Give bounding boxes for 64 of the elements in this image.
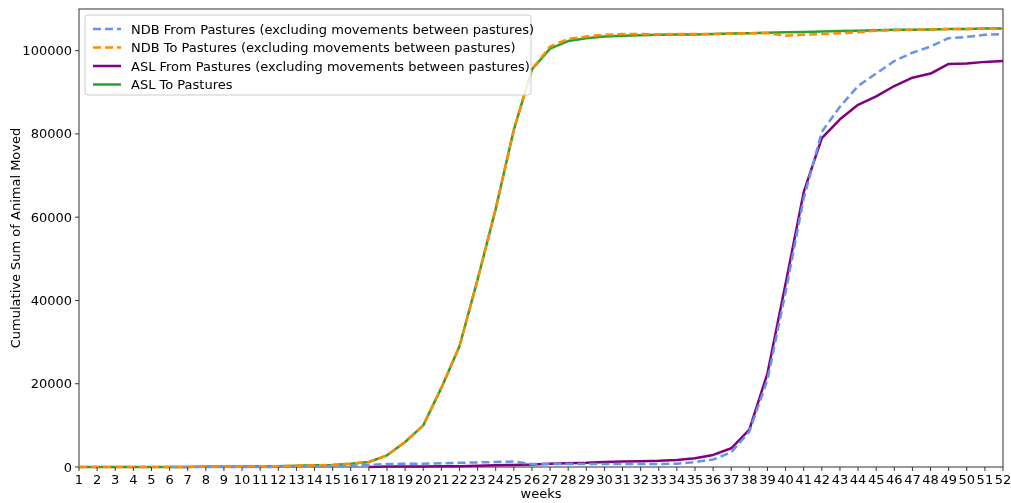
x-tick-label: 18: [378, 472, 396, 487]
legend-label: NDB From Pastures (excluding movements between pastures): [131, 21, 534, 37]
x-tick-label: 37: [722, 472, 740, 487]
x-tick-label: 24: [487, 472, 504, 487]
x-tick-label: 49: [940, 472, 957, 487]
x-tick-label: 19: [396, 472, 414, 487]
x-tick-label: 29: [578, 472, 595, 487]
x-tick-label: 36: [704, 472, 722, 487]
x-tick-label: 2: [92, 472, 102, 487]
y-tick-label: 100000: [22, 43, 72, 59]
x-tick-label: 43: [831, 472, 849, 487]
x-tick-label: 20: [414, 472, 432, 487]
x-tick-label: 10: [233, 472, 251, 487]
x-tick-label: 16: [342, 472, 360, 487]
x-tick-label: 44: [849, 472, 867, 487]
x-tick-label: 9: [219, 472, 229, 487]
x-tick-label: 6: [165, 472, 174, 487]
x-tick-label: 32: [632, 472, 649, 487]
x-tick-label: 11: [251, 472, 269, 487]
x-tick-label: 22: [451, 472, 468, 487]
legend-label: ASL To Pastures: [131, 77, 233, 93]
legend-label: NDB To Pastures (excluding movements between pastures): [131, 40, 516, 56]
x-tick-label: 40: [777, 472, 794, 487]
x-tick-label: 50: [958, 472, 976, 487]
x-tick-label: 33: [650, 472, 668, 487]
y-tick-label: 20000: [30, 376, 72, 392]
x-tick-label: 25: [505, 472, 523, 487]
x-tick-label: 28: [559, 472, 577, 487]
x-tick-label: 14: [306, 472, 323, 487]
x-tick-label: 34: [668, 472, 686, 487]
y-tick-label: 80000: [30, 126, 72, 142]
x-tick-label: 38: [741, 472, 758, 487]
legend-label: ASL From Pastures (excluding movements between pastures): [131, 58, 530, 74]
x-tick-label: 39: [759, 472, 776, 487]
x-tick-label: 5: [147, 472, 156, 487]
x-tick-label: 35: [686, 472, 704, 487]
y-tick-label: 0: [63, 459, 72, 475]
x-tick-label: 41: [795, 472, 812, 487]
x-tick-label: 12: [270, 472, 287, 487]
x-tick-label: 1: [74, 472, 84, 487]
x-tick-label: 21: [433, 472, 450, 487]
x-tick-label: 17: [360, 472, 378, 487]
x-tick-label: 8: [201, 472, 210, 487]
x-tick-label: 46: [886, 472, 903, 487]
x-tick-label: 15: [324, 472, 341, 487]
y-tick-label: 40000: [30, 293, 72, 308]
x-tick-label: 13: [288, 472, 305, 487]
x-tick-label: 27: [541, 472, 559, 487]
x-tick-label: 30: [596, 472, 613, 487]
x-tick-label: 26: [523, 472, 541, 487]
x-tick-label: 51: [976, 472, 994, 487]
x-tick-label: 47: [904, 472, 921, 487]
x-tick-label: 48: [922, 472, 939, 487]
y-axis-title: Cumulative Sum of Animal Moved: [8, 127, 23, 349]
x-tick-label: 4: [129, 472, 138, 487]
x-tick-label: 31: [614, 472, 631, 487]
x-tick-label: 45: [867, 472, 885, 487]
x-tick-label: 42: [813, 472, 831, 487]
x-tick-label: 52: [994, 472, 1011, 487]
x-tick-label: 23: [469, 472, 486, 487]
x-tick-label: 7: [183, 472, 192, 487]
y-tick-label: 60000: [30, 209, 72, 225]
x-tick-label: 3: [111, 472, 120, 487]
x-axis-title: weeks: [520, 486, 562, 501]
